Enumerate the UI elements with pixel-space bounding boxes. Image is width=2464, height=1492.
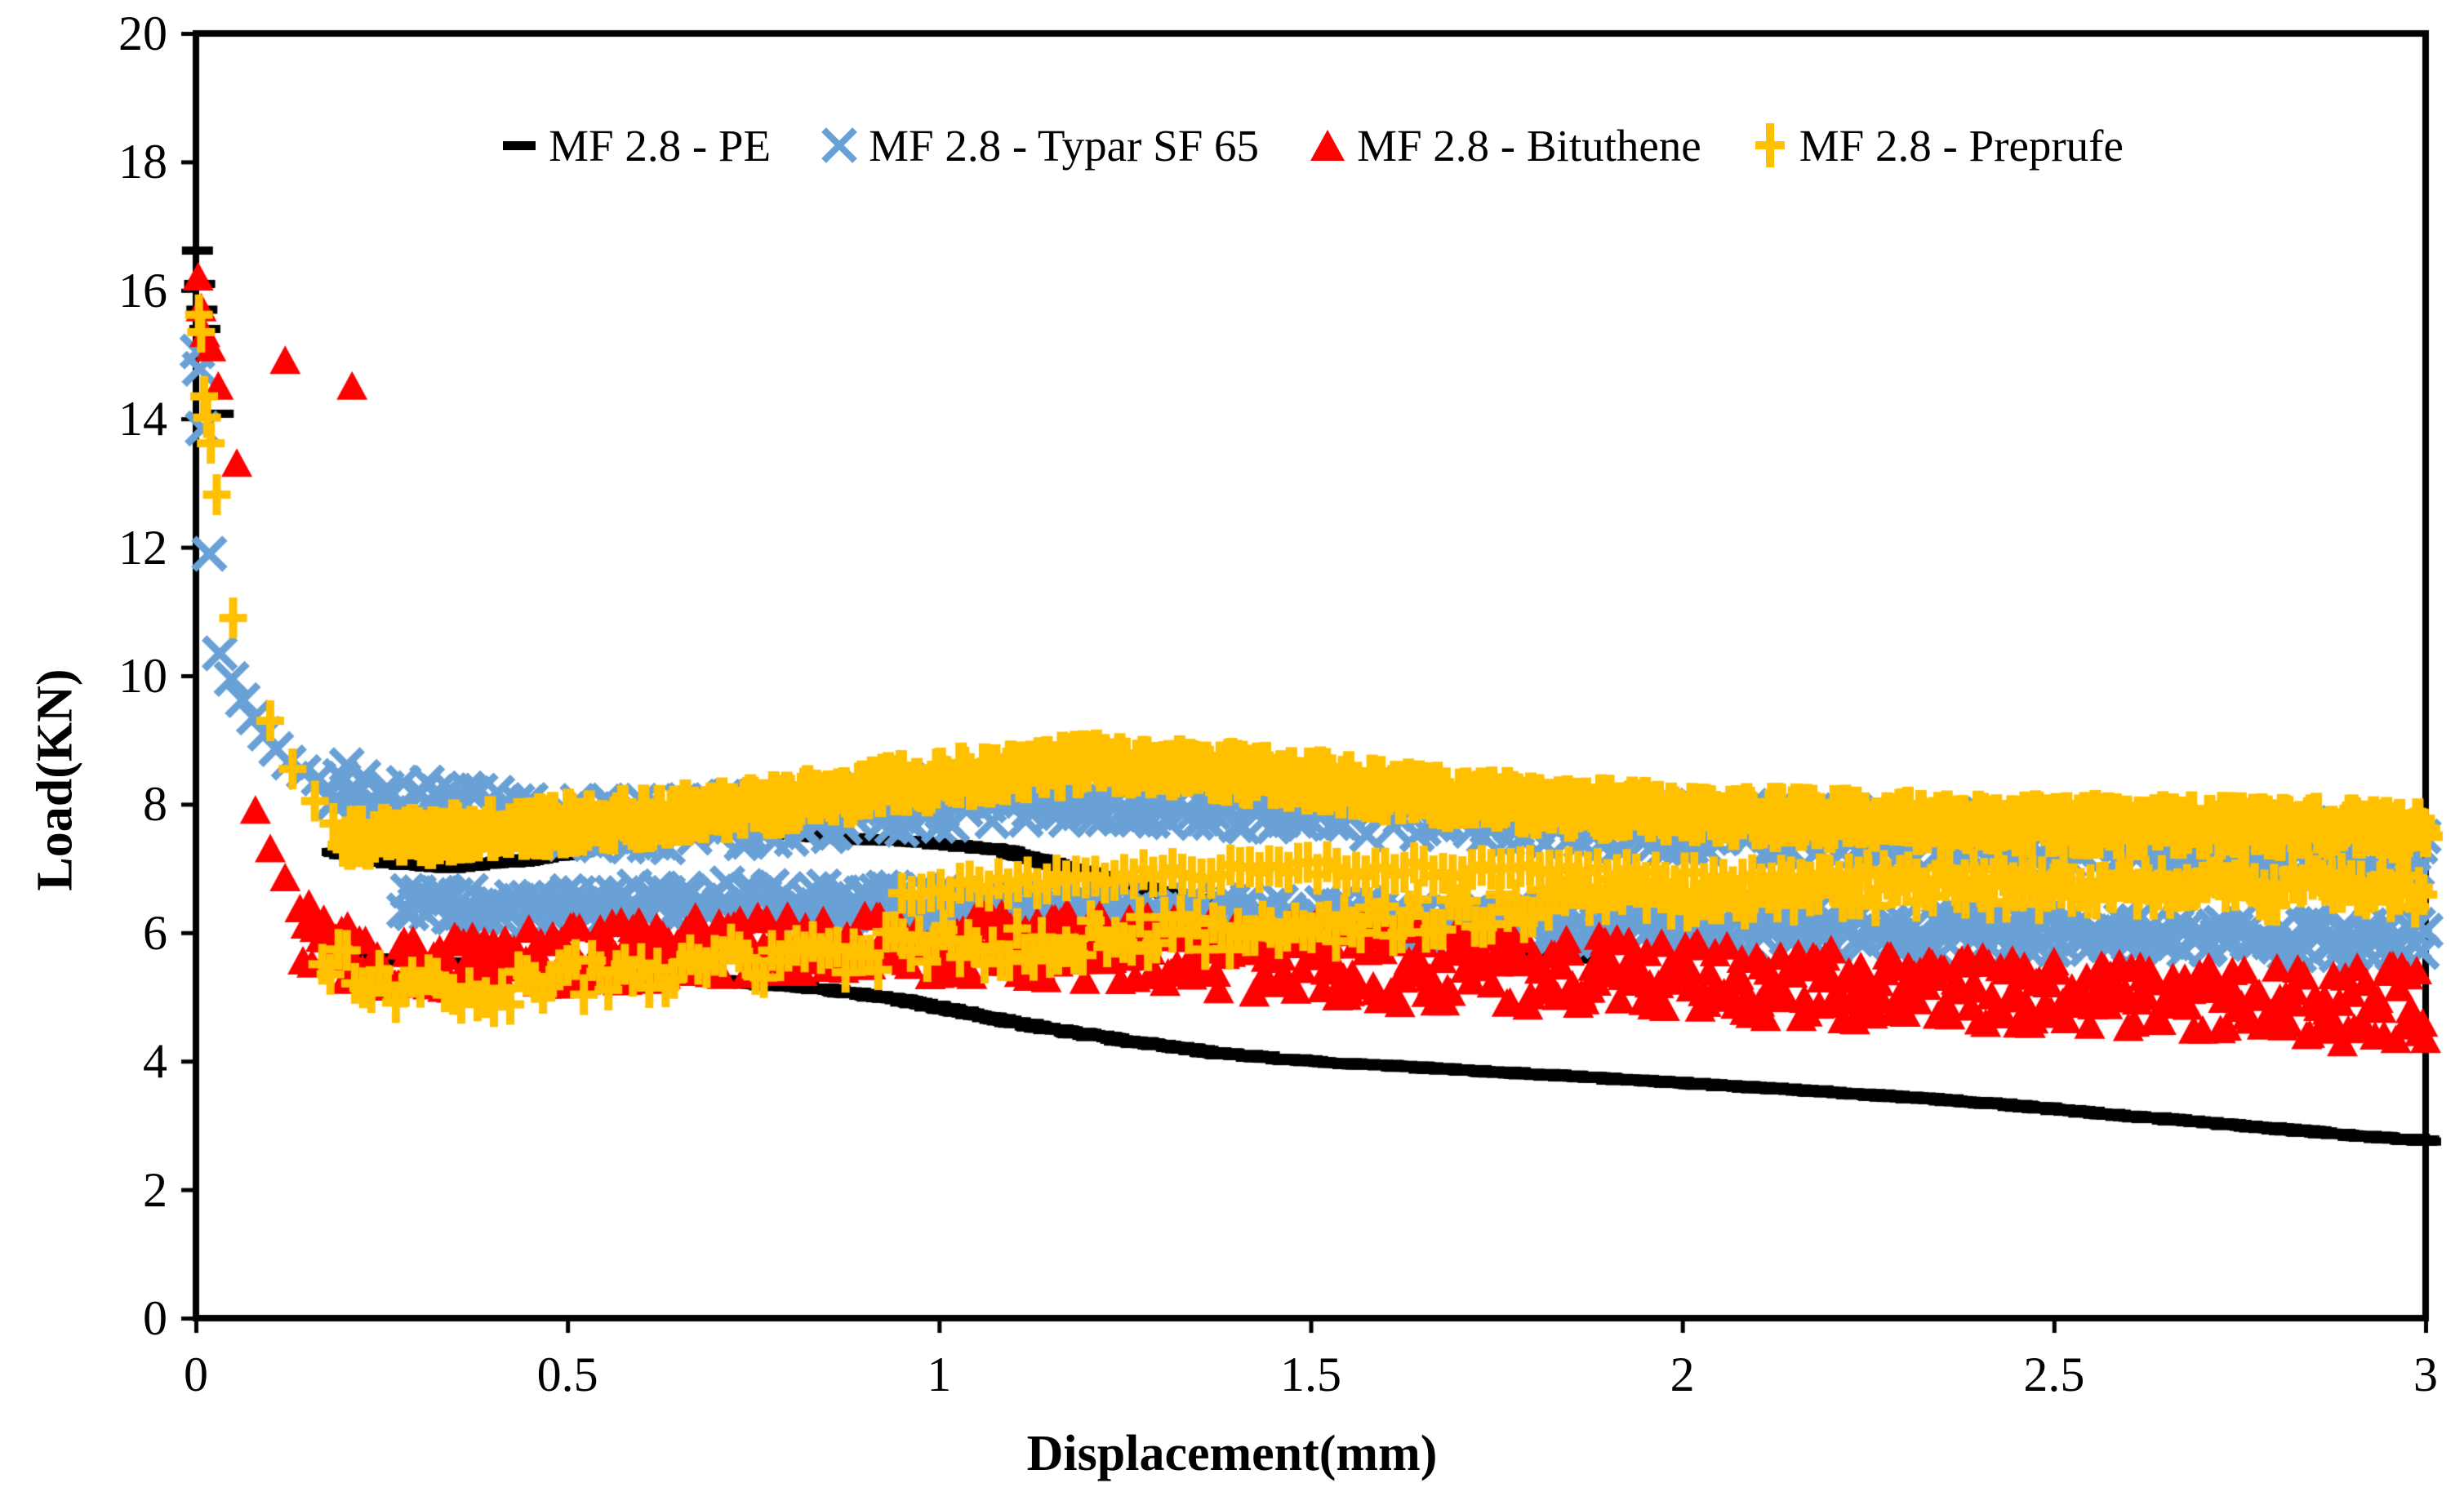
x-axis-title: Displacement(mm) xyxy=(1026,1426,1438,1481)
legend-item: MF 2.8 - PE xyxy=(498,120,771,171)
y-tick-label: 16 xyxy=(118,263,167,317)
triangle-marker-icon xyxy=(1310,130,1345,161)
x-marker-icon xyxy=(821,127,857,163)
dash-marker-icon xyxy=(503,140,536,150)
y-tick-label: 2 xyxy=(143,1162,167,1217)
legend: MF 2.8 - PE MF 2.8 - Typar SF 65 MF 2.8 - … xyxy=(196,113,2426,178)
y-tick-label: 6 xyxy=(143,905,167,960)
y-tick-label: 14 xyxy=(118,392,167,446)
x-tick-label: 1 xyxy=(927,1348,952,1401)
y-tick-label: 12 xyxy=(118,520,167,575)
x-tick-label: 1.5 xyxy=(1280,1348,1341,1401)
y-tick-label: 0 xyxy=(143,1291,167,1345)
y-tick-label: 18 xyxy=(118,135,167,189)
legend-item-label: MF 2.8 - Typar SF 65 xyxy=(869,120,1260,171)
y-tick-label: 10 xyxy=(118,649,167,703)
x-tick-label: 0.5 xyxy=(536,1348,598,1401)
legend-item: MF 2.8 - Preprufe xyxy=(1749,120,2124,171)
legend-item-label: MF 2.8 - PE xyxy=(549,120,772,171)
legend-item-label: MF 2.8 - Bituthene xyxy=(1357,120,1701,171)
legend-item: MF 2.8 - Bituthene xyxy=(1306,120,1701,171)
y-tick-label: 20 xyxy=(118,7,167,60)
x-tick-label: 0 xyxy=(184,1348,208,1401)
plus-marker-icon xyxy=(1755,123,1785,167)
x-tick-label: 2.5 xyxy=(2023,1348,2085,1401)
y-tick-label: 4 xyxy=(143,1034,167,1089)
x-tick-label: 2 xyxy=(1670,1348,1695,1401)
y-axis-title: Load(KN) xyxy=(27,668,83,891)
x-tick-label: 3 xyxy=(2413,1348,2438,1401)
legend-item-label: MF 2.8 - Preprufe xyxy=(1799,120,2124,171)
legend-item: MF 2.8 - Typar SF 65 xyxy=(818,120,1259,171)
y-tick-label: 8 xyxy=(143,777,167,832)
